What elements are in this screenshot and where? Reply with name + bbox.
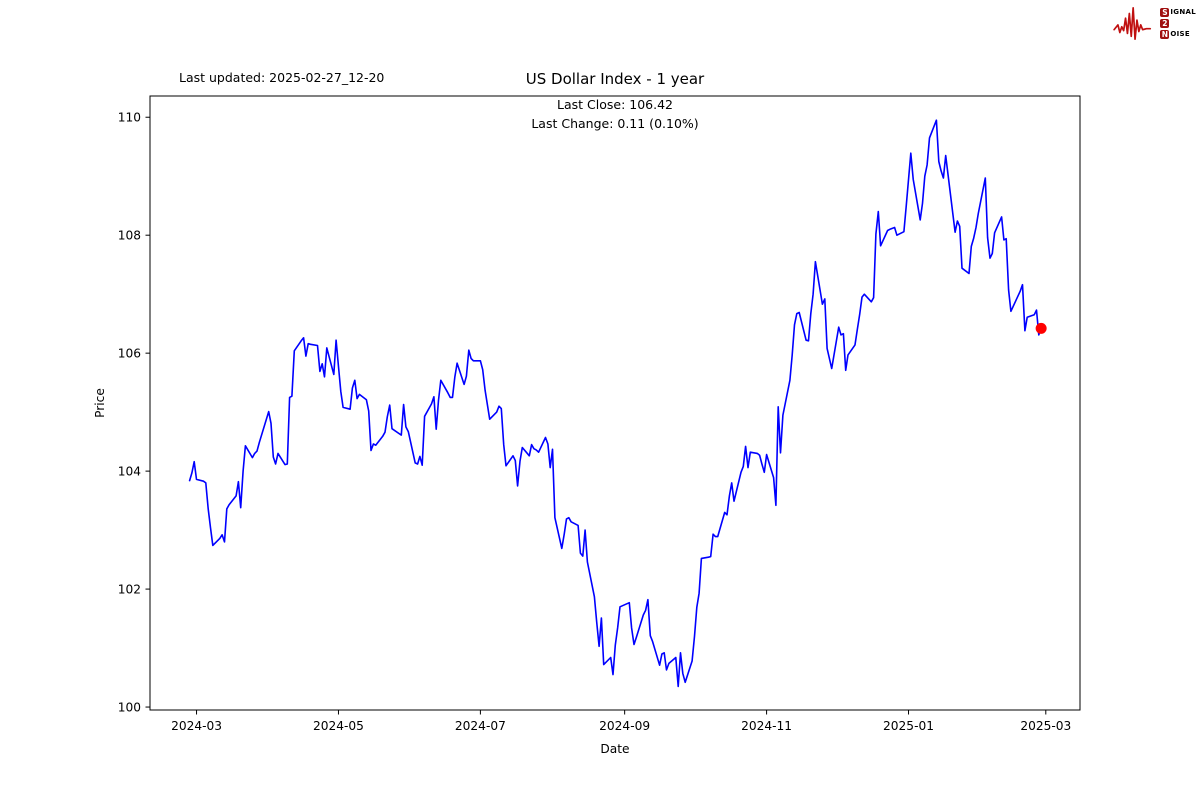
x-tick-label: 2024-03 [171, 719, 222, 733]
x-tick-label: 2024-11 [741, 719, 792, 733]
logo-badge-2: 2 [1160, 18, 1170, 28]
x-tick-label: 2024-09 [599, 719, 650, 733]
last-change-text: Last Change: 0.11 (0.10%) [531, 116, 699, 131]
x-tick-label: 2025-01 [883, 719, 934, 733]
logo-row-noise: N OISE [1160, 29, 1196, 39]
y-tick-label: 108 [118, 228, 141, 242]
y-tick-label: 100 [118, 700, 141, 714]
y-tick-label: 106 [118, 346, 141, 360]
plot-border [149, 95, 1081, 711]
x-axis-label: Date [600, 742, 629, 756]
chart-title: US Dollar Index - 1 year [525, 70, 705, 88]
logo-rest-oise: OISE [1170, 30, 1190, 38]
x-tick-label: 2024-07 [455, 719, 506, 733]
last-close-text: Last Close: 106.42 [557, 97, 673, 112]
x-tick-label: 2025-03 [1020, 719, 1071, 733]
last-price-marker [1035, 322, 1047, 334]
x-tick-label: 2024-05 [313, 719, 364, 733]
price-line [188, 119, 1042, 688]
y-tick-label: 104 [118, 464, 142, 478]
last-updated-text: Last updated: 2025-02-27_12-20 [179, 70, 385, 85]
logo-badge-n: N [1160, 29, 1170, 39]
y-tick-label: 102 [118, 582, 141, 596]
logo-row-signal: S IGNAL [1160, 7, 1196, 17]
y-tick-label: 110 [118, 110, 141, 124]
logo-badge-s: S [1160, 7, 1170, 17]
chart-subtitle: Last Close: 106.42 Last Change: 0.11 (0.… [150, 95, 1080, 133]
logo-rest-ignal: IGNAL [1170, 8, 1196, 16]
logo-row-2: 2 [1160, 18, 1196, 28]
y-axis-label: Price [93, 388, 107, 418]
logo-text: S IGNAL 2 N OISE [1160, 7, 1196, 39]
ecg-waveform-icon [1113, 6, 1152, 41]
signal2noise-logo: S IGNAL 2 N OISE [1113, 4, 1196, 42]
